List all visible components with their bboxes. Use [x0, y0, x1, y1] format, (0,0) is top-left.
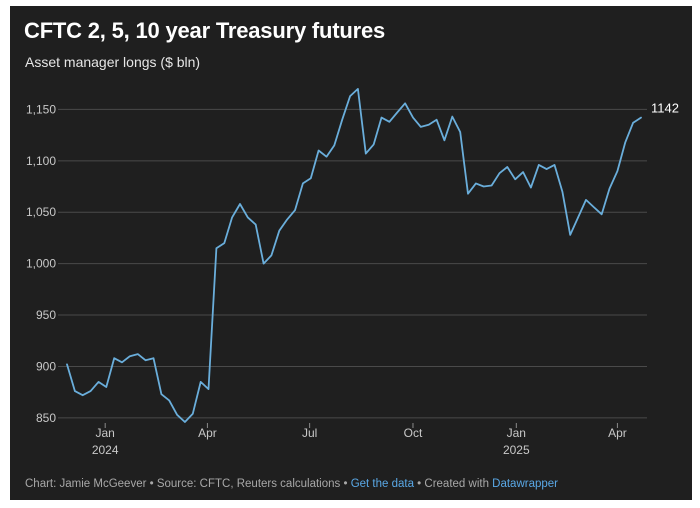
datawrapper-link[interactable]: Datawrapper: [492, 478, 558, 490]
chart-title: CFTC 2, 5, 10 year Treasury futures: [24, 18, 386, 43]
grid-layer: [58, 108, 647, 419]
y-tick-label: 900: [36, 359, 56, 373]
x-tick-label: Oct: [404, 426, 423, 440]
y-tick-label: 1,000: [26, 257, 56, 271]
get-the-data-link[interactable]: Get the data: [350, 478, 414, 490]
x-tick-label: Apr: [198, 426, 217, 440]
y-tick-label: 1,050: [26, 205, 56, 219]
series-line-asset-manager-longs: [66, 88, 642, 423]
y-axis-ticks: 850 900 950 1,000 1,050 1,100 1,150: [26, 102, 56, 424]
footer-credits: Chart: Jamie McGeever • Source: CFTC, Re…: [25, 478, 351, 490]
x-tick-label: Jul: [302, 426, 317, 440]
chart-subtitle: Asset manager longs ($ bln): [25, 54, 201, 70]
x-axis-ticks: Jan 2024 Apr Jul Oct Jan 2025 Apr: [92, 423, 627, 457]
y-tick-label: 1,100: [26, 154, 56, 168]
end-value-label: 1142: [651, 101, 679, 116]
chart-footer: Chart: Jamie McGeever • Source: CFTC, Re…: [25, 478, 558, 490]
x-tick-year-label: 2024: [92, 443, 119, 457]
line-chart: 850 900 950 1,000 1,050 1,100 1,150 Jan 2024 Apr…: [26, 88, 679, 457]
footer-created-with: • Created with: [413, 478, 493, 490]
chart-frame: CFTC 2, 5, 10 year Treasury futures Asse…: [10, 6, 692, 500]
x-tick-label: Jan: [96, 426, 115, 440]
x-tick-label: Apr: [608, 426, 627, 440]
x-tick-year-label: 2025: [503, 443, 530, 457]
y-tick-label: 950: [36, 308, 56, 322]
y-tick-label: 850: [36, 411, 56, 425]
x-tick-label: Jan: [507, 426, 526, 440]
y-tick-label: 1,150: [26, 102, 56, 116]
